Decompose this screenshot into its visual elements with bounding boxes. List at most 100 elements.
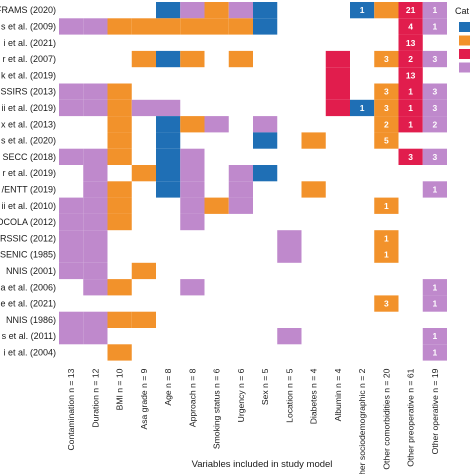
heatmap-cell	[107, 99, 132, 117]
heatmap-cell	[83, 328, 108, 345]
heatmap-cell	[253, 165, 278, 182]
heatmap-cell	[422, 295, 447, 312]
heatmap-cell	[156, 99, 181, 117]
heatmap-cell	[422, 181, 447, 198]
heatmap-cell	[131, 165, 156, 182]
heatmap-cell	[107, 213, 132, 231]
heatmap-cell	[374, 230, 399, 247]
column-label: Other sociodemographic n = 2	[357, 368, 367, 474]
heatmap-cell	[422, 148, 447, 165]
heatmap-cell	[83, 165, 108, 182]
cell-count-label: 1	[433, 331, 438, 341]
heatmap-cell	[180, 50, 205, 68]
heatmap-cell	[228, 181, 253, 198]
column-label: Smoking status n = 6	[212, 368, 222, 449]
column-label: Other comorbidities n = 20	[381, 368, 391, 469]
cell-count-label: 21	[406, 5, 416, 15]
heatmap-cell	[398, 99, 423, 117]
cell-count-label: 1	[408, 103, 413, 113]
heatmap-cell	[253, 116, 278, 133]
heatmap-cell	[107, 148, 132, 165]
heatmap-cell	[83, 230, 108, 247]
heatmap-cell	[180, 181, 205, 198]
heatmap-cell	[398, 116, 423, 133]
heatmap-cell	[180, 213, 205, 231]
heatmap-cell	[156, 181, 181, 198]
legend-swatch	[459, 22, 470, 32]
heatmap-cell	[422, 279, 447, 296]
heatmap-cell	[398, 148, 423, 165]
cell-count-label: 1	[433, 282, 438, 292]
heatmap-cell	[156, 50, 181, 68]
heatmap-cell	[107, 344, 132, 361]
row-label: k et al. (2019)	[1, 70, 56, 80]
heatmap-cell	[59, 197, 84, 214]
cell-count-label: 3	[384, 54, 389, 64]
heatmap-cell	[325, 50, 350, 68]
heatmap-cell	[83, 18, 108, 35]
cell-count-label: 1	[384, 250, 389, 260]
row-label: r et al. (2007)	[2, 54, 56, 64]
heatmap-cell	[131, 18, 156, 35]
cell-count-label: 13	[406, 38, 416, 48]
heatmap-cell	[180, 197, 205, 214]
heatmap-cell	[204, 18, 229, 35]
heatmap-cell	[131, 262, 156, 280]
heatmap-cell	[107, 311, 132, 328]
heatmap-cell	[107, 279, 132, 296]
heatmap-cell	[398, 67, 423, 84]
heatmap-cell	[325, 83, 350, 100]
heatmap-cell	[398, 34, 423, 51]
column-label: BMI n = 10	[115, 368, 125, 410]
heatmap-cell	[422, 99, 447, 117]
heatmap-cell	[59, 148, 84, 165]
cell-count-label: 1	[384, 233, 389, 243]
heatmap-cell	[107, 132, 132, 149]
column-label: Approach n = 8	[187, 368, 197, 427]
heatmap-cell	[107, 18, 132, 35]
heatmap-cell	[374, 83, 399, 100]
row-label: x et al. (2013)	[1, 119, 56, 129]
cell-count-label: 1	[360, 5, 365, 15]
heatmap-cell	[156, 148, 181, 165]
column-label: Asa grade n = 9	[139, 368, 149, 429]
legend-title: Cat	[455, 6, 470, 16]
heatmap-cell	[228, 18, 253, 35]
row-label: s et al. (2011)	[2, 331, 56, 341]
row-label: SENIC (1985)	[0, 250, 56, 260]
row-label: NNIS (2001)	[6, 266, 56, 276]
cell-count-label: 2	[433, 119, 438, 129]
row-label: i et al. (2021)	[3, 38, 56, 48]
row-labels: FRAMS (2020) s et al. (2009) i et al. (202…	[0, 5, 56, 357]
heatmap-cell	[325, 99, 350, 117]
heatmap-cell	[59, 230, 84, 247]
heatmap-cell	[374, 295, 399, 312]
cell-count-label: 1	[433, 347, 438, 357]
heatmap-cell	[59, 311, 84, 328]
heatmap-cell	[422, 116, 447, 133]
cell-count-label: 1	[408, 87, 413, 97]
heatmap-cell	[228, 2, 253, 19]
heatmap-cell	[422, 2, 447, 19]
heatmap-cell	[107, 181, 132, 198]
column-label: Albumin n = 4	[333, 368, 343, 421]
heatmap-cell	[228, 50, 253, 68]
heatmap-cell	[156, 18, 181, 35]
heatmap-cell	[83, 148, 108, 165]
column-label: Sex n = 5	[260, 368, 270, 405]
cell-count-label: 3	[384, 103, 389, 113]
heatmap-cell	[422, 344, 447, 361]
heatmap-cell	[131, 99, 156, 117]
heatmap-cell	[83, 311, 108, 328]
heatmap-cell	[350, 99, 375, 117]
heatmap-cell	[277, 246, 302, 263]
legend-swatch	[459, 35, 470, 46]
heatmap-cell	[83, 197, 108, 214]
cell-count-label: 3	[433, 54, 438, 64]
heatmap-cell	[228, 197, 253, 214]
heatmap-cell	[325, 67, 350, 84]
heatmap-cell	[180, 18, 205, 35]
column-label: Other preoperative n = 61	[406, 368, 416, 466]
